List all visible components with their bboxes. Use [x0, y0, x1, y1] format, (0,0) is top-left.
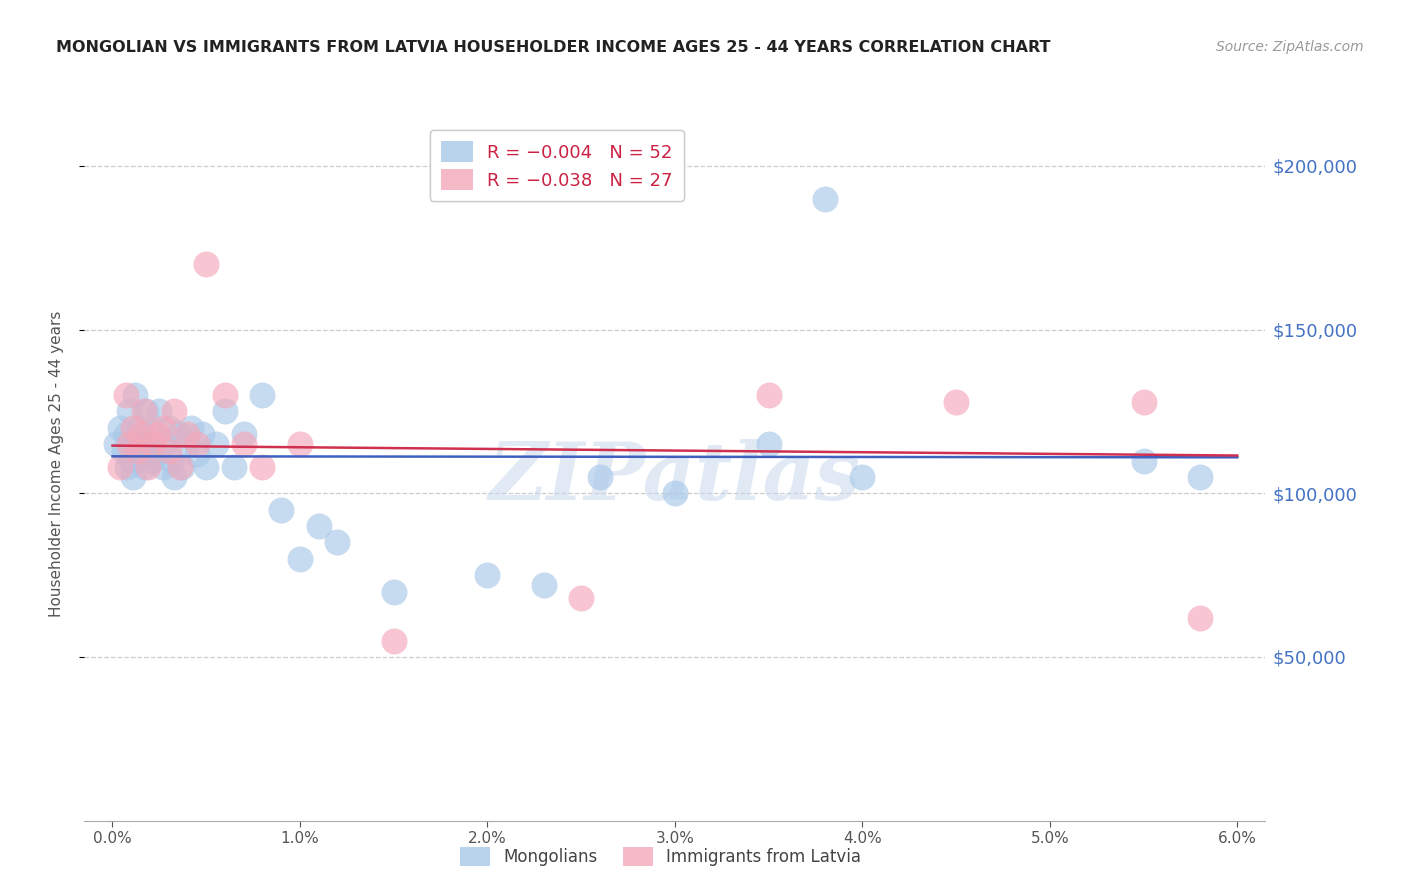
Point — [569, 591, 592, 605]
Point — [326, 535, 349, 549]
Point — [125, 437, 148, 451]
Point — [157, 421, 180, 435]
Point — [308, 519, 330, 533]
Point — [758, 388, 780, 402]
Point — [135, 404, 157, 418]
Point — [157, 443, 180, 458]
Point — [114, 388, 136, 402]
Point — [134, 404, 156, 418]
Point — [129, 447, 152, 461]
Point — [851, 470, 873, 484]
Point — [139, 437, 162, 451]
Point — [589, 470, 612, 484]
Point — [214, 388, 236, 402]
Point — [288, 551, 311, 566]
Point — [191, 427, 214, 442]
Point — [114, 427, 136, 442]
Text: MONGOLIAN VS IMMIGRANTS FROM LATVIA HOUSEHOLDER INCOME AGES 25 - 44 YEARS CORREL: MONGOLIAN VS IMMIGRANTS FROM LATVIA HOUS… — [56, 40, 1050, 55]
Point — [664, 486, 686, 500]
Legend: R = −0.004   N = 52, R = −0.038   N = 27: R = −0.004 N = 52, R = −0.038 N = 27 — [430, 130, 683, 201]
Point — [122, 470, 145, 484]
Point — [118, 437, 141, 451]
Point — [142, 427, 165, 442]
Point — [108, 421, 131, 435]
Point — [1188, 610, 1211, 624]
Point — [136, 443, 159, 458]
Point — [118, 404, 141, 418]
Point — [232, 437, 254, 451]
Point — [170, 460, 193, 475]
Point — [131, 427, 153, 442]
Point — [152, 421, 174, 435]
Point — [163, 470, 186, 484]
Legend: Mongolians, Immigrants from Latvia: Mongolians, Immigrants from Latvia — [451, 838, 870, 875]
Point — [105, 437, 128, 451]
Point — [120, 453, 142, 467]
Point — [136, 460, 159, 475]
Point — [382, 633, 405, 648]
Point — [232, 427, 254, 442]
Point — [176, 427, 198, 442]
Point — [146, 427, 169, 442]
Point — [122, 421, 145, 435]
Y-axis label: Householder Income Ages 25 - 44 years: Householder Income Ages 25 - 44 years — [49, 310, 63, 617]
Point — [167, 427, 190, 442]
Point — [252, 460, 274, 475]
Point — [252, 388, 274, 402]
Point — [125, 443, 148, 458]
Point — [129, 427, 152, 442]
Point — [382, 584, 405, 599]
Point — [141, 453, 163, 467]
Point — [945, 394, 967, 409]
Point — [134, 460, 156, 475]
Point — [162, 453, 184, 467]
Point — [270, 502, 292, 516]
Point — [758, 437, 780, 451]
Point — [1188, 470, 1211, 484]
Point — [141, 437, 163, 451]
Point — [533, 578, 555, 592]
Point — [169, 460, 191, 475]
Point — [477, 568, 499, 582]
Text: Source: ZipAtlas.com: Source: ZipAtlas.com — [1216, 40, 1364, 54]
Point — [288, 437, 311, 451]
Point — [180, 421, 202, 435]
Point — [152, 460, 174, 475]
Point — [1132, 394, 1154, 409]
Point — [108, 460, 131, 475]
Point — [148, 404, 170, 418]
Point — [195, 257, 218, 271]
Point — [128, 421, 150, 435]
Point — [153, 437, 176, 451]
Point — [224, 460, 246, 475]
Point — [814, 192, 837, 206]
Point — [176, 437, 198, 451]
Point — [186, 447, 208, 461]
Point — [145, 447, 167, 461]
Point — [163, 404, 186, 418]
Point — [112, 443, 135, 458]
Point — [1132, 453, 1154, 467]
Point — [195, 460, 218, 475]
Point — [214, 404, 236, 418]
Text: ZIPatlas: ZIPatlas — [489, 440, 860, 516]
Point — [124, 388, 146, 402]
Point — [204, 437, 226, 451]
Point — [117, 460, 139, 475]
Point — [186, 437, 208, 451]
